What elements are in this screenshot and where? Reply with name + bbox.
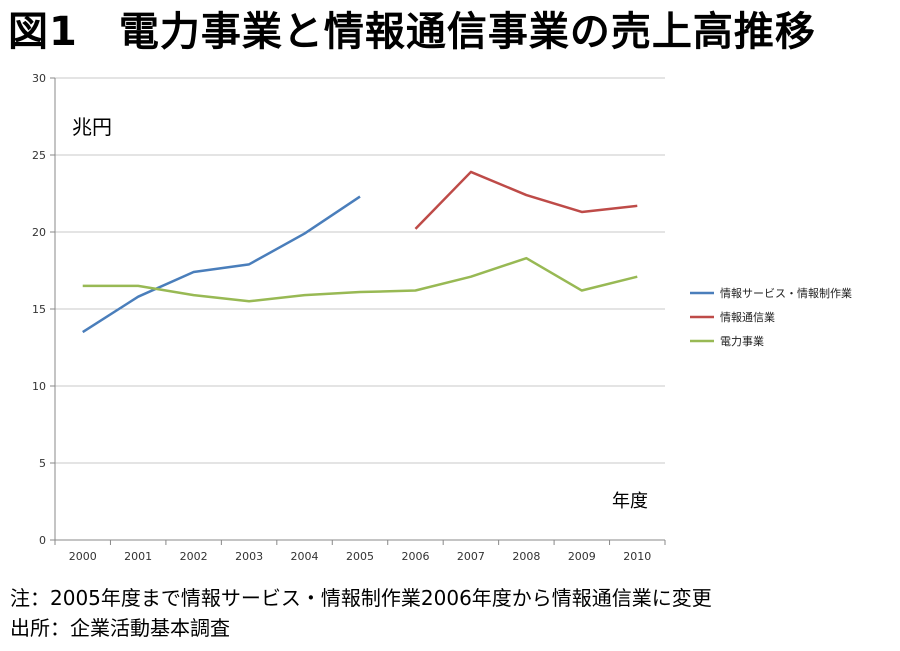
series-line-1 [82,195,361,334]
legend-label-3: 電力事業 [720,335,764,348]
y-tick-label: 0 [39,534,46,547]
y-axis-label: 兆円 [72,115,112,139]
x-tick-label: 2003 [235,550,263,563]
series-lines [82,170,638,334]
series-line-3 [82,256,638,303]
series-line-2 [414,170,638,230]
x-axis-ticks: 2000 2001 2002 2003 2004 2005 2006 2007 2008 2009… [54,540,666,563]
x-tick-label: 2006 [401,550,429,563]
x-tick-label: 2010 [623,550,651,563]
y-axis-ticks: 0 5 10 15 20 25 30 [32,72,55,547]
x-tick-label: 2002 [180,550,208,563]
x-tick-label: 2008 [512,550,540,563]
x-tick-label: 2000 [69,550,97,563]
legend-label-2: 情報通信業 [720,311,775,324]
y-tick-label: 5 [39,457,46,470]
x-axis-label: 年度 [612,491,648,512]
y-tick-label: 10 [32,380,46,393]
x-tick-label: 2004 [291,550,319,563]
x-tick-label: 2001 [124,550,152,563]
y-tick-label: 30 [32,72,46,85]
note-text: 注：2005年度まで情報サービス・情報制作業2006年度から情報通信業に変更 [10,586,712,610]
y-tick-label: 15 [32,303,46,316]
x-tick-label: 2009 [568,550,596,563]
y-tick-label: 20 [32,226,46,239]
legend-label-1: 情報サービス・情報制作業 [720,287,852,300]
x-tick-label: 2007 [457,550,485,563]
x-tick-label: 2005 [346,550,374,563]
grid-lines [54,77,665,541]
page-title: 図1 電力事業と情報通信事業の売上高推移 [8,9,816,55]
y-tick-label: 25 [32,149,46,162]
source-text: 出所：企業活動基本調査 [10,616,230,640]
